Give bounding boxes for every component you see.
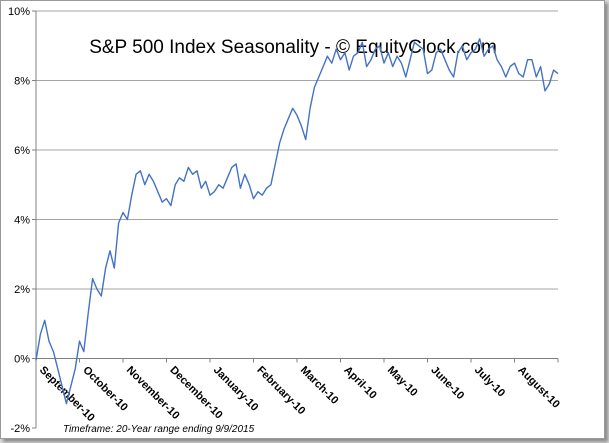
chart-svg: -2% 0% 2% 4% 6% 8% 10% September-10October-10N… xyxy=(8,6,562,435)
y-tick-label: 4% xyxy=(14,215,30,227)
chart-footnote: Timeframe: 20-Year range ending 9/9/2015 xyxy=(63,424,255,435)
x-tick-label: March-10 xyxy=(298,364,341,407)
y-tick-label: 10% xyxy=(8,6,30,18)
x-tick-label: August-10 xyxy=(515,364,562,411)
x-tick-label: June-10 xyxy=(428,364,466,402)
y-tick-label: 6% xyxy=(14,145,30,157)
y-tick-label: -2% xyxy=(10,423,30,435)
chart-title: S&P 500 Index Seasonality - © EquityCloc… xyxy=(89,37,497,58)
y-tick-label: 2% xyxy=(14,284,30,296)
x-tick-label: May-10 xyxy=(385,364,420,399)
y-tick-label: 0% xyxy=(14,354,30,366)
y-tick-label: 8% xyxy=(14,76,30,88)
gridlines xyxy=(36,10,558,359)
y-tick-labels: -2% 0% 2% 4% 6% 8% 10% xyxy=(8,6,30,435)
x-tick-label: April-10 xyxy=(341,364,378,401)
x-tick-label: July-10 xyxy=(472,364,507,399)
x-tick-labels: September-10October-10November-10Decembe… xyxy=(37,364,562,424)
series-group xyxy=(35,38,559,405)
series-line xyxy=(35,38,559,405)
